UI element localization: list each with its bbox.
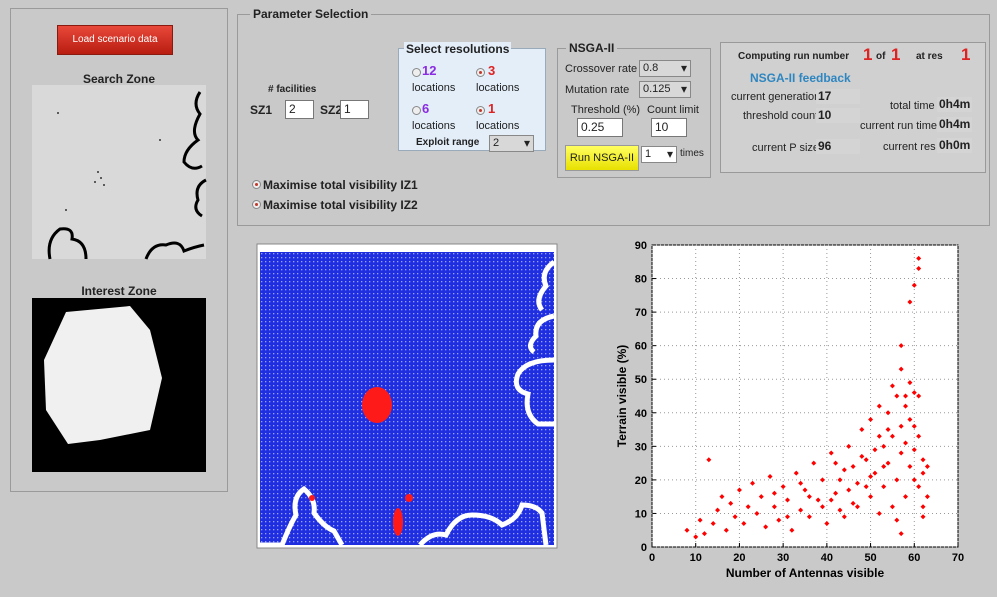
y-tick-label: 0: [641, 542, 647, 554]
x-tick-label: 10: [690, 552, 702, 564]
y-tick-label: 40: [635, 408, 647, 420]
y-tick-label: 50: [635, 374, 647, 386]
x-tick-label: 50: [864, 552, 876, 564]
y-tick-label: 20: [635, 475, 647, 487]
y-tick-label: 80: [635, 274, 647, 286]
y-tick-label: 10: [635, 508, 647, 520]
y-tick-label: 60: [635, 341, 647, 353]
solution-map: [257, 244, 557, 548]
graphics: 0 10 20 30 40 50 60 70 80 90 0 10 20 30 40 50 60 70 Number…: [0, 0, 997, 597]
x-axis-label: Number of Antennas visible: [726, 566, 885, 580]
y-axis-label: Terrain visible (%): [615, 345, 629, 447]
x-tick-label: 60: [908, 552, 920, 564]
plot-area: [652, 245, 958, 547]
x-tick-label: 0: [649, 552, 655, 564]
screen: {"left_panel": {"load_button": "Load sce…: [0, 0, 997, 597]
interest-zone-image: [32, 298, 206, 472]
search-zone-image: [32, 85, 206, 259]
x-tick-label: 20: [733, 552, 745, 564]
y-tick-label: 70: [635, 307, 647, 319]
y-tick-label: 30: [635, 441, 647, 453]
y-tick-label: 90: [635, 240, 647, 252]
x-tick-label: 40: [821, 552, 833, 564]
x-tick-label: 30: [777, 552, 789, 564]
x-tick-label: 70: [952, 552, 964, 564]
